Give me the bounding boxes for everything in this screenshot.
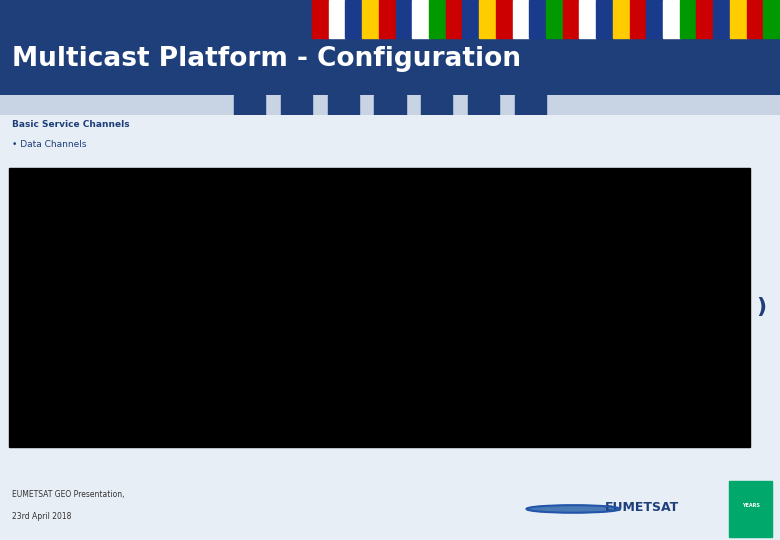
Bar	[374, 94, 406, 115]
Bar	[729, 481, 772, 537]
Bar	[746, 0, 764, 38]
Bar	[613, 0, 629, 38]
Bar	[9, 167, 750, 447]
Bar	[546, 0, 562, 38]
Text: 23rd April 2018: 23rd April 2018	[12, 512, 71, 521]
Bar	[395, 0, 413, 38]
Circle shape	[526, 505, 620, 512]
Bar	[328, 0, 346, 38]
Bar	[663, 0, 679, 38]
Bar	[562, 0, 580, 38]
Bar	[413, 0, 429, 38]
Bar	[515, 94, 546, 115]
Bar	[479, 0, 496, 38]
Bar	[697, 0, 713, 38]
Text: Multicast Platform - Configuration: Multicast Platform - Configuration	[12, 45, 521, 72]
Bar	[328, 94, 359, 115]
Text: • Data Channels: • Data Channels	[12, 140, 87, 150]
Text: YEARS: YEARS	[742, 503, 760, 508]
Bar	[362, 0, 379, 38]
Bar	[580, 0, 596, 38]
Bar	[468, 94, 499, 115]
Bar	[629, 0, 647, 38]
Text: EUMETSAT: EUMETSAT	[604, 501, 679, 514]
Bar	[445, 0, 463, 38]
Bar	[463, 0, 479, 38]
Bar	[647, 0, 663, 38]
Bar	[379, 0, 395, 38]
Bar	[730, 0, 746, 38]
Bar	[512, 0, 530, 38]
Text: Basic Service Channels: Basic Service Channels	[12, 120, 129, 130]
Bar	[421, 94, 452, 115]
Bar	[312, 0, 328, 38]
Bar	[234, 94, 265, 115]
Text: ): )	[756, 298, 766, 318]
Bar	[679, 0, 697, 38]
Text: EUMETSAT GEO Presentation,: EUMETSAT GEO Presentation,	[12, 490, 124, 500]
Bar	[346, 0, 362, 38]
Bar	[429, 0, 445, 38]
Bar	[281, 94, 312, 115]
Bar	[496, 0, 512, 38]
Bar	[596, 0, 613, 38]
Bar	[713, 0, 730, 38]
Bar	[530, 0, 546, 38]
Bar	[764, 0, 780, 38]
